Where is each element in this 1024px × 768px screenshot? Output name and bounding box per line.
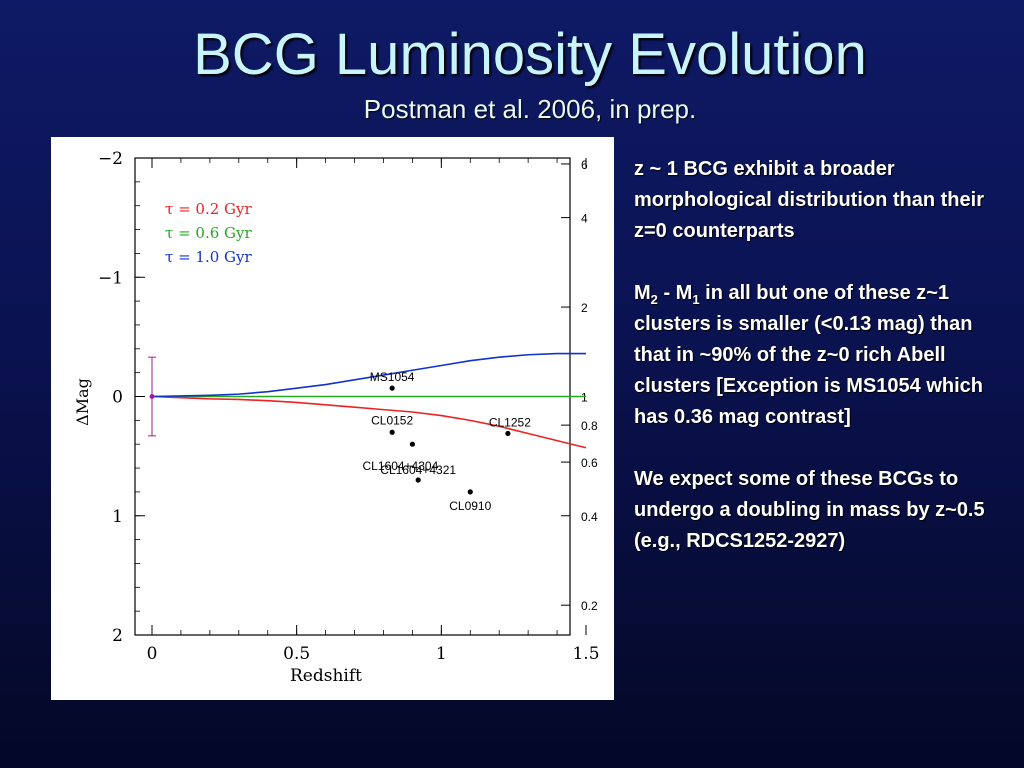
slide-subtitle: Postman et al. 2006, in prep.: [363, 94, 697, 124]
paragraph-magnitude-gap: M2 - M1 in all but one of these z~1 clus…: [634, 278, 1014, 433]
x-tick-label: 0: [147, 644, 158, 664]
x-axis-label: Redshift: [290, 666, 362, 686]
series-line-0: [151, 395, 587, 449]
paragraph-morphology: z ~ 1 BCG exhibit a broader morphologica…: [634, 158, 984, 242]
right-axis-tick-label: 0.6: [581, 456, 598, 470]
legend-entry: τ = 1.0 Gyr: [165, 248, 252, 266]
data-point-label: CL1604+4304: [363, 459, 439, 473]
series-line-2: [151, 352, 586, 398]
right-axis-tick-label: 0.4: [581, 510, 598, 524]
data-point: [467, 489, 473, 495]
right-axis-tick-label: 1: [581, 391, 588, 405]
error-bar-point: [149, 394, 155, 399]
x-tick-label: 1.5: [572, 644, 599, 664]
y-tick-label: 2: [112, 626, 123, 646]
data-point: [415, 477, 421, 483]
data-point: [389, 385, 395, 391]
x-tick-label: 0.5: [283, 644, 310, 664]
paragraph-mass-doubling: We expect some of these BCGs to undergo …: [634, 468, 985, 552]
right-axis-tick-label: 0.8: [581, 419, 598, 433]
right-axis-tick-label: 2: [581, 301, 588, 315]
y-tick-label: 1: [112, 507, 123, 527]
legend-entry: τ = 0.6 Gyr: [165, 224, 252, 242]
data-point-label: CL0152: [371, 413, 413, 427]
y-tick-label: −1: [98, 268, 123, 288]
m2-symbol: M: [634, 282, 651, 304]
data-point-label: CL0910: [449, 499, 491, 513]
y-tick-label: −2: [98, 149, 123, 169]
data-point: [505, 430, 511, 437]
legend-entry: τ = 0.2 Gyr: [165, 200, 252, 218]
data-point-label: CL1604+4321: [380, 463, 456, 477]
right-axis-tick-label: 4: [581, 212, 588, 226]
data-point-label: MS1054: [370, 370, 415, 384]
right-axis-tick-label: 6: [581, 158, 588, 172]
slide-title: BCG Luminosity Evolution: [193, 22, 867, 87]
data-point: [409, 441, 415, 447]
y-axis-label: ΔMag: [73, 378, 92, 426]
data-point: [389, 429, 395, 435]
y-tick-label: 0: [112, 388, 123, 408]
magnitude-gap-text: in all but one of these z~1 clusters is …: [634, 282, 984, 428]
x-tick-label: 1: [436, 644, 447, 664]
m2-subscript: 2: [650, 292, 658, 307]
m1-subscript: 1: [692, 292, 700, 307]
slide-body: z ~ 1 BCG exhibit a broader morphologica…: [634, 154, 1014, 588]
luminosity-chart: 0 0.5 1 1.5 −2 −1 0 1 2 6 4 2 1 0.8 0.6 0.4 0.2 MS1054 CL…: [73, 149, 600, 686]
m1-symbol: - M: [657, 282, 693, 304]
right-axis-tick-label: 0.2: [581, 599, 598, 613]
data-point-label: CL1252: [489, 415, 531, 429]
chart-figure: 0 0.5 1 1.5 −2 −1 0 1 2 6 4 2 1 0.8 0.6 0.4 0.2 MS1054 CL…: [51, 137, 614, 700]
